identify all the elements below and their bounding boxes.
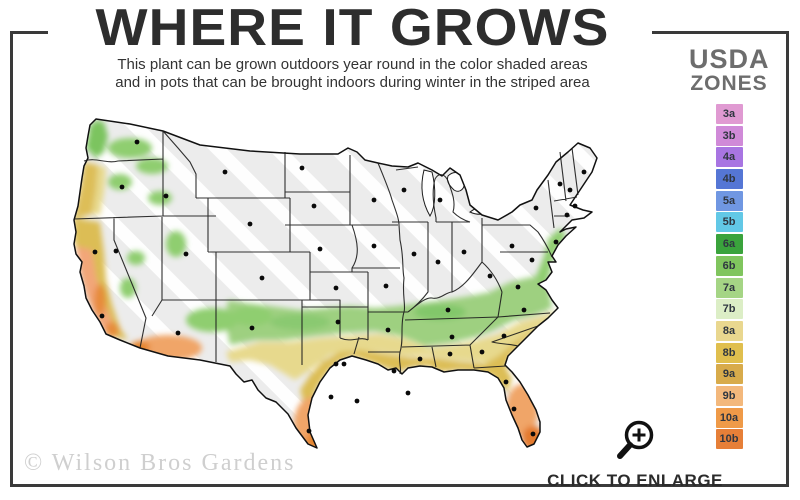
legend-zone-8a: 8a — [715, 320, 743, 341]
magnifier-zoom-icon[interactable] — [605, 416, 665, 464]
usda-zones-legend: USDA ZONES 3a 3b 4a 4b 5a 5b 6a 6b 7a 7b 8a 8b 9a 9b 1… — [689, 46, 769, 451]
subtitle-line1: This plant can be grown outdoors year ro… — [117, 56, 588, 73]
legend-zone-10b: 10b — [715, 429, 743, 450]
legend-title-usda: USDA — [689, 44, 770, 74]
frame-border-top-left — [10, 31, 48, 34]
frame-border-bottom — [10, 484, 789, 487]
legend-zone-6a: 6a — [715, 234, 743, 255]
map-base — [73, 118, 598, 449]
legend-zone-9b: 9b — [715, 385, 743, 406]
legend-zone-9a: 9a — [715, 364, 743, 385]
click-to-enlarge-label[interactable]: CLICK TO ENLARGE — [547, 471, 723, 490]
legend-zone-4a: 4a — [715, 147, 743, 168]
city-dots — [92, 139, 587, 437]
page-title: WHERE IT GROWS — [95, 0, 610, 57]
legend-zone-5b: 5b — [715, 212, 743, 233]
header: WHERE IT GROWS This plant can be grown o… — [15, 0, 690, 92]
frame-border-top-right — [652, 31, 789, 34]
legend-swatch-list: 3a 3b 4a 4b 5a 5b 6a 6b 7a 7b 8a 8b 9a 9b 10a 10b — [689, 104, 769, 450]
legend-zone-4b: 4b — [715, 169, 743, 190]
zone-shading — [74, 120, 566, 448]
click-to-enlarge-control[interactable]: CLICK TO ENLARGE — [540, 416, 730, 491]
legend-zone-8b: 8b — [715, 342, 743, 363]
frame-border-left — [10, 31, 13, 487]
legend-zone-10a: 10a — [715, 407, 743, 428]
legend-zone-7b: 7b — [715, 299, 743, 320]
legend-zone-6b: 6b — [715, 255, 743, 276]
frame-border-right — [786, 31, 789, 487]
legend-zone-3b: 3b — [715, 125, 743, 146]
legend-zone-5a: 5a — [715, 190, 743, 211]
us-outline — [73, 118, 598, 449]
watermark: © Wilson Bros Gardens — [24, 450, 296, 476]
legend-title-zones: ZONES — [690, 72, 768, 95]
subtitle-line2: and in pots that can be brought indoors … — [115, 74, 590, 91]
legend-zone-3a: 3a — [715, 104, 743, 124]
legend-zone-7a: 7a — [715, 277, 743, 298]
state-borders — [73, 130, 579, 375]
